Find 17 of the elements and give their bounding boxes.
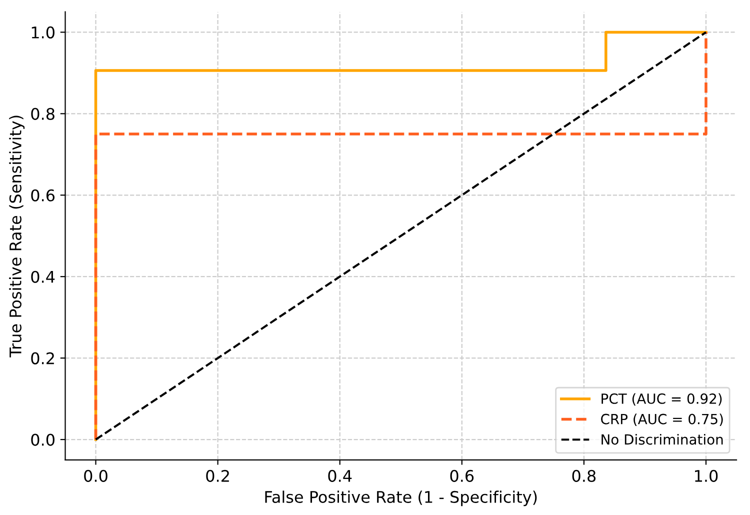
legend-label: No Discrimination (602, 434, 723, 445)
y-tick-label: 0.2 (31, 352, 54, 364)
y-tick-label: 0.0 (31, 434, 54, 446)
x-tick-label: 0.0 (84, 470, 108, 482)
x-tick-label: 0.4 (328, 470, 352, 482)
x-axis-title: False Positive Rate (1 - Specificity) (265, 490, 537, 506)
x-tick-label: 0.8 (572, 470, 596, 482)
y-tick-label: 0.6 (31, 189, 55, 202)
y-tick-label: 1.0 (32, 26, 54, 39)
x-tick-label: 0.2 (206, 470, 229, 482)
x-tick-label: 0.6 (450, 470, 474, 482)
legend-label: PCT (AUC = 0.92) (602, 393, 722, 406)
y-tick-label: 0.8 (31, 108, 54, 120)
y-axis-title: True Positive Rate (Sensitivity) (9, 116, 25, 358)
y-tick-label: 0.4 (31, 270, 55, 283)
x-tick-label: 1.0 (695, 470, 718, 482)
legend-label: CRP (AUC = 0.75) (601, 414, 723, 426)
